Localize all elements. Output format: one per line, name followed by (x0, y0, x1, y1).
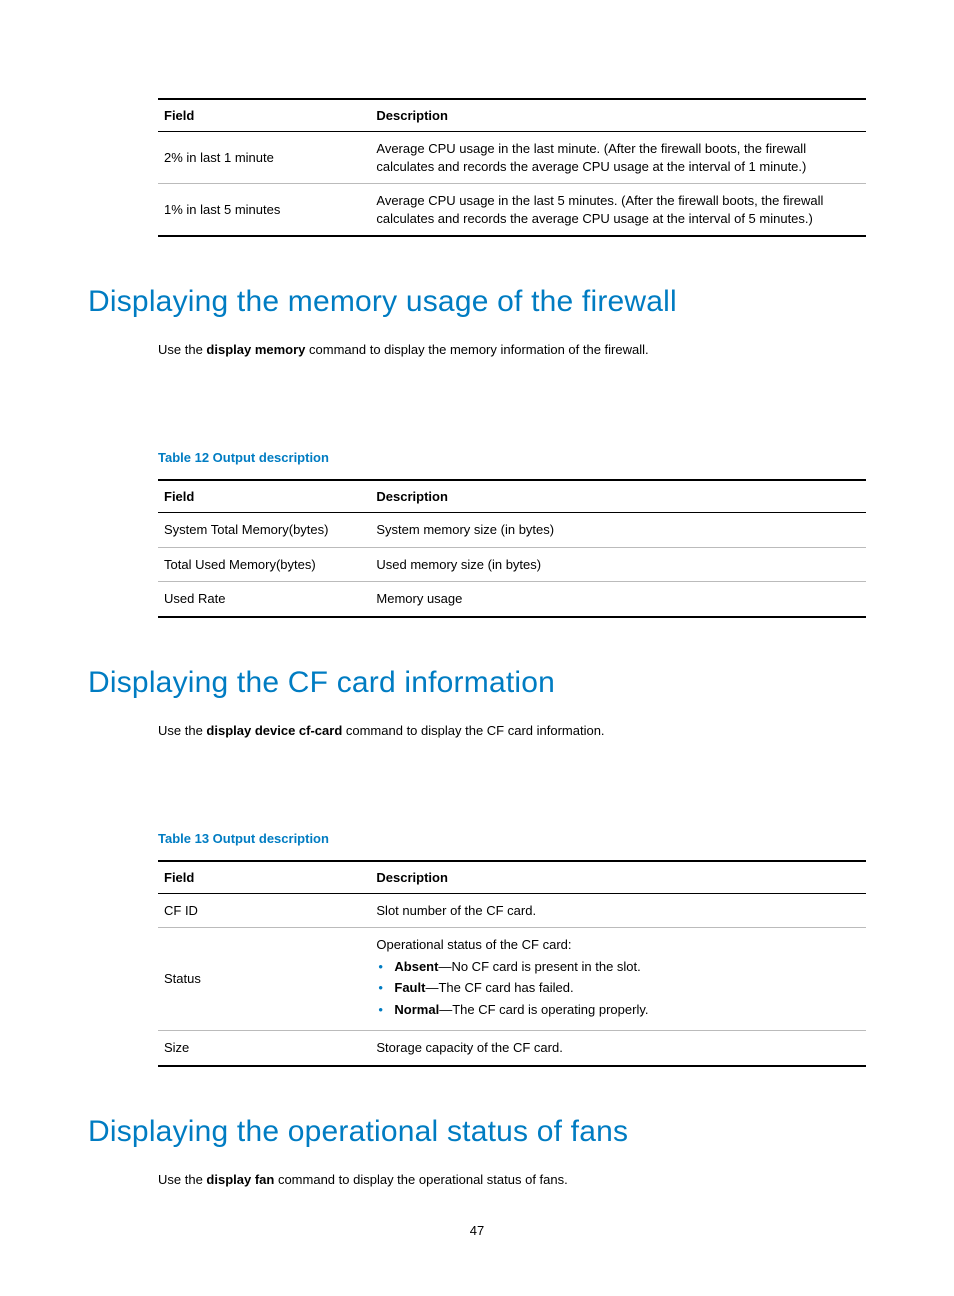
table-row: 1% in last 5 minutes Average CPU usage i… (158, 184, 866, 237)
cell-field: Total Used Memory(bytes) (158, 547, 370, 582)
cell-desc: System memory size (in bytes) (370, 513, 866, 548)
list-item: Fault—The CF card has failed. (376, 979, 860, 997)
table-row: Total Used Memory(bytes) Used memory siz… (158, 547, 866, 582)
heading-memory-usage: Displaying the memory usage of the firew… (88, 285, 866, 319)
table-header-field: Field (158, 99, 370, 132)
intro-cfcard: Use the display device cf-card command t… (158, 722, 866, 741)
cell-field: Used Rate (158, 582, 370, 617)
table-header-desc: Description (370, 861, 866, 894)
command-name: display device cf-card (206, 723, 342, 738)
table-header-field: Field (158, 861, 370, 894)
cpu-usage-table: Field Description 2% in last 1 minute Av… (158, 98, 866, 237)
cell-desc: Average CPU usage in the last minute. (A… (370, 132, 866, 184)
cell-desc: Storage capacity of the CF card. (370, 1031, 866, 1066)
cell-desc: Slot number of the CF card. (370, 893, 866, 928)
command-name: display memory (206, 342, 305, 357)
command-name: display fan (206, 1172, 274, 1187)
table12-caption: Table 12 Output description (158, 450, 866, 465)
heading-fans: Displaying the operational status of fan… (88, 1115, 866, 1149)
table-row: CF ID Slot number of the CF card. (158, 893, 866, 928)
table-header-desc: Description (370, 99, 866, 132)
status-bullet-list: Absent—No CF card is present in the slot… (376, 958, 860, 1019)
memory-output-table: Field Description System Total Memory(by… (158, 479, 866, 618)
table-row: Size Storage capacity of the CF card. (158, 1031, 866, 1066)
list-item: Normal—The CF card is operating properly… (376, 1001, 860, 1019)
table-header-desc: Description (370, 480, 866, 513)
heading-cf-card: Displaying the CF card information (88, 666, 866, 700)
intro-memory: Use the display memory command to displa… (158, 341, 866, 360)
cfcard-output-table: Field Description CF ID Slot number of t… (158, 860, 866, 1067)
cell-field: Status (158, 928, 370, 1031)
table13-caption: Table 13 Output description (158, 831, 866, 846)
cell-field: 2% in last 1 minute (158, 132, 370, 184)
cell-desc: Memory usage (370, 582, 866, 617)
table-row: System Total Memory(bytes) System memory… (158, 513, 866, 548)
cell-desc: Average CPU usage in the last 5 minutes.… (370, 184, 866, 237)
cell-desc: Used memory size (in bytes) (370, 547, 866, 582)
cell-field: Size (158, 1031, 370, 1066)
intro-fans: Use the display fan command to display t… (158, 1171, 866, 1190)
list-item: Absent—No CF card is present in the slot… (376, 958, 860, 976)
table-row: 2% in last 1 minute Average CPU usage in… (158, 132, 866, 184)
page-number: 47 (0, 1223, 954, 1238)
cell-field: System Total Memory(bytes) (158, 513, 370, 548)
table-row: Used Rate Memory usage (158, 582, 866, 617)
cell-desc: Operational status of the CF card: Absen… (370, 928, 866, 1031)
cell-field: CF ID (158, 893, 370, 928)
table-header-field: Field (158, 480, 370, 513)
cell-field: 1% in last 5 minutes (158, 184, 370, 237)
table-row: Status Operational status of the CF card… (158, 928, 866, 1031)
status-lead: Operational status of the CF card: (376, 937, 571, 952)
